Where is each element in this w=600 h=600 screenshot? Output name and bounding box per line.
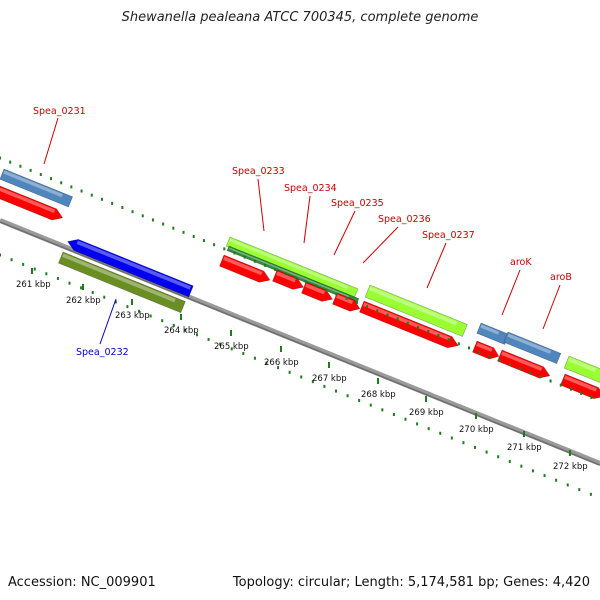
- gene-bar-blue-3: [503, 331, 562, 364]
- gene-label-leader: [501, 269, 521, 316]
- cds-bar-8-shape: [497, 349, 551, 379]
- gene-bar-blue-1: [0, 168, 73, 208]
- cds-bar-2-highlight: [223, 256, 263, 276]
- cds-bar-2-shape: [219, 254, 271, 283]
- feature-bar-olive: [58, 251, 186, 314]
- cds-bar-negative-strand-shape: [67, 239, 194, 298]
- cds-bar-4-highlight: [305, 283, 326, 295]
- cds-bar-negative-strand-highlight: [76, 240, 191, 290]
- topology-text: Topology: circular; Length: 5,174,581 bp…: [232, 575, 590, 590]
- cds-bar-9: [560, 373, 600, 399]
- tick-label: 262 kbp: [66, 296, 101, 306]
- map-title: Shewanella pealeana ATCC 700345, complet…: [121, 10, 479, 25]
- gene-bar-blue-1-shape: [0, 168, 73, 208]
- cds-bar-5-highlight: [336, 294, 354, 305]
- gene-label: Spea_0237: [422, 230, 475, 241]
- cds-bar-8-highlight: [501, 351, 543, 371]
- gene-label-leader: [542, 284, 561, 330]
- feature-bar-lime-3: [563, 355, 600, 384]
- tick-label: 268 kbp: [361, 390, 396, 400]
- tick-label: 261 kbp: [16, 280, 51, 290]
- tick-label: 271 kbp: [507, 443, 542, 453]
- cds-bar-1: [0, 185, 64, 221]
- gene-label-leader: [43, 117, 59, 165]
- cds-bar-8: [497, 349, 551, 379]
- feature-bar-lime-2: [364, 284, 468, 337]
- tick-label: 269 kbp: [409, 408, 444, 418]
- cds-bar-7: [472, 340, 500, 360]
- cds-bar-5: [332, 292, 361, 312]
- gene-label: Spea_0231: [33, 106, 86, 117]
- cds-bar-5-shape: [332, 292, 361, 312]
- cds-bar-1-shape: [0, 185, 64, 221]
- feature-bar-lime-1-highlight: [229, 238, 349, 289]
- backbone-line-shade: [0, 221, 600, 466]
- gene-bar-blue-2-shape: [476, 322, 510, 345]
- gene-label: aroK: [510, 257, 532, 268]
- gene-label-leader: [426, 242, 447, 289]
- gene-label: aroB: [550, 272, 572, 283]
- feature-bar-olive-shape: [58, 251, 186, 314]
- tick-label: 267 kbp: [312, 374, 347, 384]
- tick-label: 264 kbp: [164, 326, 199, 336]
- gene-bar-blue-3-highlight: [507, 333, 552, 354]
- cds-bar-3-highlight: [276, 271, 297, 283]
- gene-label: Spea_0233: [232, 166, 285, 177]
- cds-bar-4-shape: [301, 281, 333, 302]
- cds-bar-4: [301, 281, 333, 302]
- cds-bar-2: [219, 254, 271, 283]
- gene-label-leader: [257, 178, 265, 232]
- gene-label: Spea_0236: [378, 214, 431, 225]
- gene-label: Spea_0234: [284, 183, 337, 194]
- cds-bar-7-shape: [472, 340, 500, 360]
- tick-label: 265 kbp: [214, 342, 249, 352]
- gene-label-leader: [303, 195, 311, 244]
- gene-bar-blue-2-highlight: [480, 324, 500, 335]
- gene-label-leader: [333, 210, 356, 256]
- feature-bar-darkgreen-highlight: [228, 247, 350, 298]
- feature-bar-lime-2-shape: [364, 284, 468, 337]
- feature-bar-lime-3-shape: [563, 355, 600, 384]
- tick-label: 263 kbp: [115, 311, 150, 321]
- cds-bar-1-highlight: [0, 187, 56, 213]
- gene-label: Spea_0235: [331, 198, 384, 209]
- gene-label-leader: [362, 226, 399, 264]
- cds-bar-3-shape: [272, 269, 304, 290]
- cds-bar-3: [272, 269, 304, 290]
- gene-label-leader: [99, 298, 117, 345]
- gene-bar-blue-1-highlight: [3, 170, 63, 198]
- feature-bar-olive-highlight: [62, 253, 176, 303]
- cds-bar-negative-strand: [67, 239, 194, 298]
- gene-bar-blue-2: [476, 322, 510, 345]
- gene-bar-blue-3-shape: [503, 331, 562, 364]
- feature-bar-lime-2-highlight: [369, 286, 458, 326]
- tick-label: 266 kbp: [264, 358, 299, 368]
- tick-label: 270 kbp: [459, 425, 494, 435]
- cds-bar-9-highlight: [564, 375, 597, 392]
- accession-text: Accession: NC_009901: [8, 575, 156, 590]
- outer-tick-guide: [0, 156, 593, 399]
- cds-bar-9-shape: [560, 373, 600, 399]
- feature-bar-lime-3-highlight: [568, 357, 597, 372]
- gene-label: Spea_0232: [76, 347, 129, 358]
- cds-bar-7-highlight: [476, 342, 493, 352]
- tick-label: 272 kbp: [553, 462, 588, 472]
- inner-tick-guide: [0, 253, 592, 496]
